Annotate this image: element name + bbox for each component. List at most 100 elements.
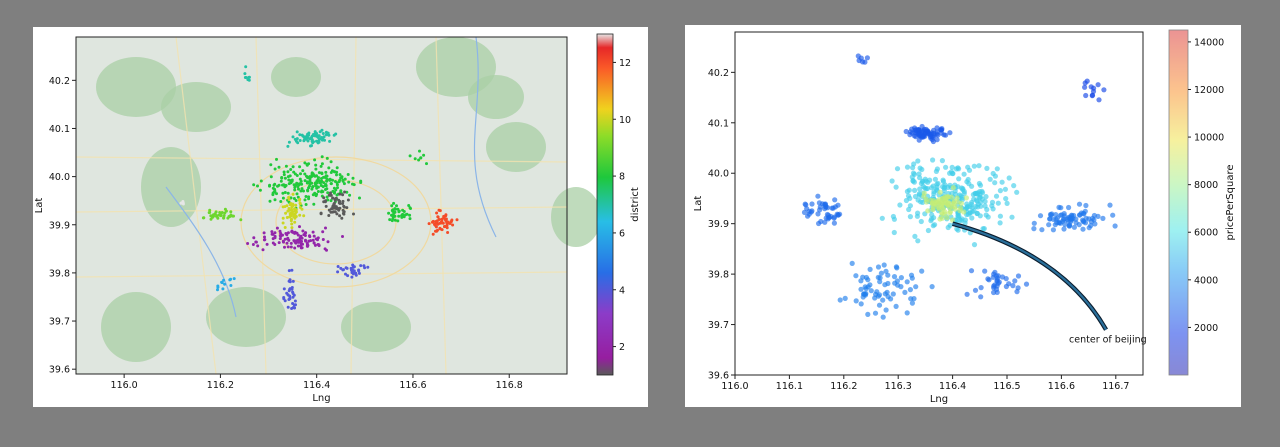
data-point <box>822 219 828 225</box>
data-point <box>273 198 277 202</box>
data-point <box>387 211 391 215</box>
data-point <box>327 166 331 170</box>
data-point <box>314 237 318 241</box>
data-point <box>311 230 315 234</box>
data-point <box>269 175 273 179</box>
data-point <box>343 177 347 181</box>
y-axis-label: Lat <box>34 198 45 214</box>
data-point <box>993 193 1000 199</box>
data-point <box>341 193 345 197</box>
x-tick-label: 116.2 <box>207 380 234 391</box>
data-point <box>287 279 291 283</box>
data-point <box>354 273 358 277</box>
data-point <box>246 242 250 245</box>
data-point <box>1107 202 1113 208</box>
data-point <box>243 72 247 76</box>
data-point <box>449 220 453 224</box>
data-point <box>296 244 300 248</box>
data-point <box>809 208 815 214</box>
data-point <box>256 244 260 248</box>
data-point <box>1112 223 1118 229</box>
data-point <box>273 236 277 240</box>
data-point <box>284 232 288 235</box>
data-point <box>931 189 937 195</box>
data-point <box>312 234 316 238</box>
data-point <box>413 157 417 161</box>
data-point <box>872 295 878 301</box>
data-point <box>357 271 361 275</box>
data-point <box>313 134 317 138</box>
data-point <box>292 215 296 219</box>
data-point <box>930 206 936 213</box>
data-point <box>331 196 335 200</box>
data-point <box>1061 226 1067 232</box>
data-point <box>324 183 328 186</box>
data-point <box>335 166 339 170</box>
data-point <box>902 289 908 295</box>
data-point <box>929 200 935 206</box>
data-point <box>801 209 808 215</box>
data-point <box>281 239 285 243</box>
x-tick-label: 116.1 <box>776 381 803 392</box>
data-point <box>287 178 291 182</box>
data-point <box>285 216 289 219</box>
y-tick-label: 40.0 <box>708 169 729 180</box>
data-point <box>1082 80 1088 86</box>
data-point <box>345 206 349 210</box>
data-point <box>1015 273 1022 279</box>
data-point <box>396 219 400 223</box>
data-point <box>222 214 226 218</box>
data-point <box>343 190 347 194</box>
colorbar-tick-label: 14000 <box>1194 37 1224 48</box>
data-point <box>301 134 305 138</box>
data-point <box>277 241 281 245</box>
data-point <box>932 176 938 182</box>
data-point <box>216 288 219 292</box>
data-point <box>867 266 873 272</box>
data-point <box>290 286 294 289</box>
data-point <box>997 213 1003 219</box>
plot-frame <box>734 31 1144 376</box>
data-point <box>440 218 444 222</box>
data-point <box>320 136 324 139</box>
district-scatter-chart: 116.0 116.2 116.4 116.6 116.8 39.6 39.7 39.8 39.… <box>34 33 641 404</box>
data-point <box>390 209 394 212</box>
x-tick-label: 116.4 <box>939 381 966 392</box>
data-point <box>246 78 250 82</box>
data-point <box>298 206 302 209</box>
data-point <box>286 231 290 235</box>
data-point <box>865 311 871 317</box>
data-point <box>299 189 303 193</box>
data-point <box>303 172 307 176</box>
data-point <box>315 186 319 190</box>
data-point <box>243 76 247 79</box>
data-point <box>842 295 848 301</box>
data-point <box>322 196 326 200</box>
park-area <box>96 57 176 117</box>
data-point <box>281 216 285 220</box>
data-point <box>971 208 977 214</box>
scatter-points <box>179 65 459 310</box>
data-point <box>393 218 397 222</box>
data-point <box>297 183 301 187</box>
data-point <box>324 174 328 178</box>
data-point <box>923 126 929 132</box>
data-point <box>390 204 394 208</box>
data-point <box>326 131 330 135</box>
data-point <box>1089 215 1096 221</box>
data-point <box>916 191 922 197</box>
data-point <box>322 181 326 185</box>
y-tick-label: 40.2 <box>708 68 729 79</box>
data-point <box>359 264 363 268</box>
colorbar-tick-label: 6000 <box>1194 228 1218 239</box>
park-area <box>341 302 411 352</box>
data-point <box>318 181 322 185</box>
data-point <box>290 208 294 212</box>
data-point <box>864 55 870 61</box>
data-point <box>1110 212 1116 218</box>
annotation-text: center of beijing <box>1069 335 1147 346</box>
data-point <box>1004 200 1010 206</box>
y-tick-label: 39.7 <box>49 317 70 328</box>
data-point <box>884 289 890 295</box>
data-point <box>913 284 919 290</box>
